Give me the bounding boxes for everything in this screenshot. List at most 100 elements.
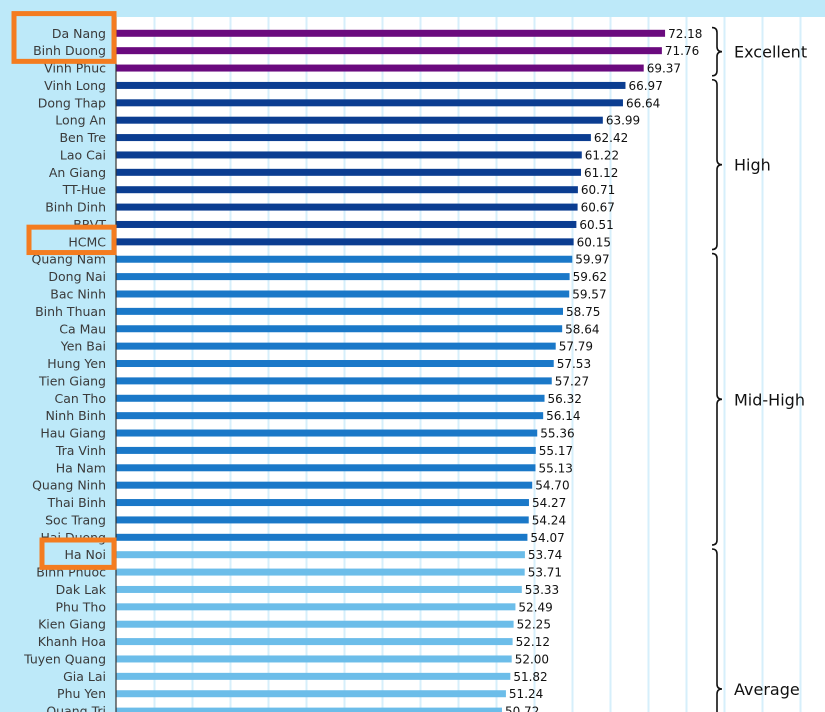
category-label: Ben Tre xyxy=(59,130,106,145)
value-label: 51.82 xyxy=(513,670,547,684)
category-label: Bac Ninh xyxy=(50,286,106,301)
group-brace xyxy=(711,78,723,251)
category-label: Hai Duong xyxy=(40,530,106,545)
value-label: 53.33 xyxy=(525,583,559,597)
bar xyxy=(116,99,623,107)
category-labels: Da Nang Binh Duong Vinh Phuc Vinh Long Dong … xyxy=(23,26,107,712)
category-label: Binh Thuan xyxy=(35,304,106,319)
value-label: 56.32 xyxy=(548,392,582,406)
category-label: Vinh Phuc xyxy=(44,61,106,76)
value-label: 62.42 xyxy=(594,131,628,145)
bar xyxy=(116,377,552,385)
category-label: Binh Duong xyxy=(33,43,106,58)
value-label: 55.13 xyxy=(538,461,572,475)
value-label: 54.27 xyxy=(532,496,566,510)
group-label: Excellent xyxy=(734,43,807,62)
bar xyxy=(116,533,528,541)
value-label: 54.24 xyxy=(532,513,566,527)
bar xyxy=(116,707,502,712)
bar xyxy=(116,568,525,576)
bar xyxy=(116,394,545,402)
bar xyxy=(116,29,666,37)
bar xyxy=(116,342,556,350)
bar xyxy=(116,186,578,194)
category-label: Hung Yen xyxy=(47,356,106,371)
category-label: Quang Tri xyxy=(46,704,106,712)
bar xyxy=(116,238,574,246)
bar xyxy=(116,64,644,72)
bar xyxy=(116,151,582,159)
category-label: Dak Lak xyxy=(56,582,107,597)
value-label: 57.53 xyxy=(557,357,591,371)
value-label: 63.99 xyxy=(606,114,640,128)
bar xyxy=(116,325,563,333)
category-label: Da Nang xyxy=(52,26,106,41)
group-brace xyxy=(711,252,723,546)
value-label: 50.72 xyxy=(505,705,539,712)
bar xyxy=(116,690,506,698)
value-label: 56.14 xyxy=(546,409,580,423)
category-label: Ha Nam xyxy=(56,460,106,475)
group-braces: Excellent High Mid-High Average xyxy=(711,26,807,712)
group-brace xyxy=(711,26,723,77)
category-label: Dong Nai xyxy=(48,269,106,284)
bar xyxy=(116,429,538,437)
category-label: Ca Mau xyxy=(59,321,106,336)
bar xyxy=(116,638,513,646)
bar xyxy=(116,220,577,228)
group-label: Average xyxy=(734,680,800,699)
bar xyxy=(116,585,522,593)
value-label: 58.75 xyxy=(566,305,600,319)
value-label: 52.25 xyxy=(517,618,551,632)
value-label: 58.64 xyxy=(565,322,599,336)
highlight-box xyxy=(26,224,117,256)
bar xyxy=(116,134,591,142)
bar xyxy=(116,307,563,315)
value-label: 52.00 xyxy=(515,652,549,666)
value-label: 53.74 xyxy=(528,548,562,562)
category-label: Dong Thap xyxy=(38,95,106,110)
highlight-box xyxy=(39,537,117,570)
bar xyxy=(116,81,626,89)
value-label: 61.12 xyxy=(584,166,618,180)
value-label: 52.49 xyxy=(518,600,552,614)
group-brace xyxy=(711,548,723,712)
value-label: 53.71 xyxy=(528,566,562,580)
category-label: Hau Giang xyxy=(40,426,106,441)
value-label: 71.76 xyxy=(665,44,699,58)
category-label: Lao Cai xyxy=(60,147,106,162)
bar xyxy=(116,446,536,454)
category-label: Vinh Long xyxy=(44,78,106,93)
bar xyxy=(116,255,573,263)
category-label: Phu Yen xyxy=(57,686,106,701)
bar xyxy=(116,47,662,55)
value-label: 60.67 xyxy=(581,201,615,215)
category-label: Kien Giang xyxy=(38,617,106,632)
bar xyxy=(116,168,582,176)
category-label: Quang Nam xyxy=(32,252,106,267)
category-label: Soc Trang xyxy=(45,512,106,527)
bar xyxy=(116,116,603,124)
category-label: Khanh Hoa xyxy=(38,634,106,649)
value-label: 59.57 xyxy=(572,287,606,301)
value-labels: 72.18 71.76 69.37 66.97 66.64 63.99 62.42 61.22… xyxy=(505,27,702,712)
value-label: 51.24 xyxy=(509,687,543,701)
bar xyxy=(116,551,525,559)
value-label: 60.51 xyxy=(579,218,613,232)
bar xyxy=(116,499,529,507)
value-label: 59.62 xyxy=(573,270,607,284)
value-label: 55.36 xyxy=(540,427,574,441)
category-label: Tien Giang xyxy=(38,373,106,388)
bar xyxy=(116,672,511,680)
category-label: Ninh Binh xyxy=(45,408,106,423)
bar xyxy=(116,360,554,368)
bar xyxy=(116,481,533,489)
bar xyxy=(116,273,570,281)
value-label: 57.27 xyxy=(555,374,589,388)
highlight-box xyxy=(11,11,117,64)
value-label: 61.22 xyxy=(585,148,619,162)
group-label: Mid-High xyxy=(734,390,805,409)
category-label: Gia Lai xyxy=(63,669,106,684)
category-label: Long An xyxy=(55,113,106,128)
